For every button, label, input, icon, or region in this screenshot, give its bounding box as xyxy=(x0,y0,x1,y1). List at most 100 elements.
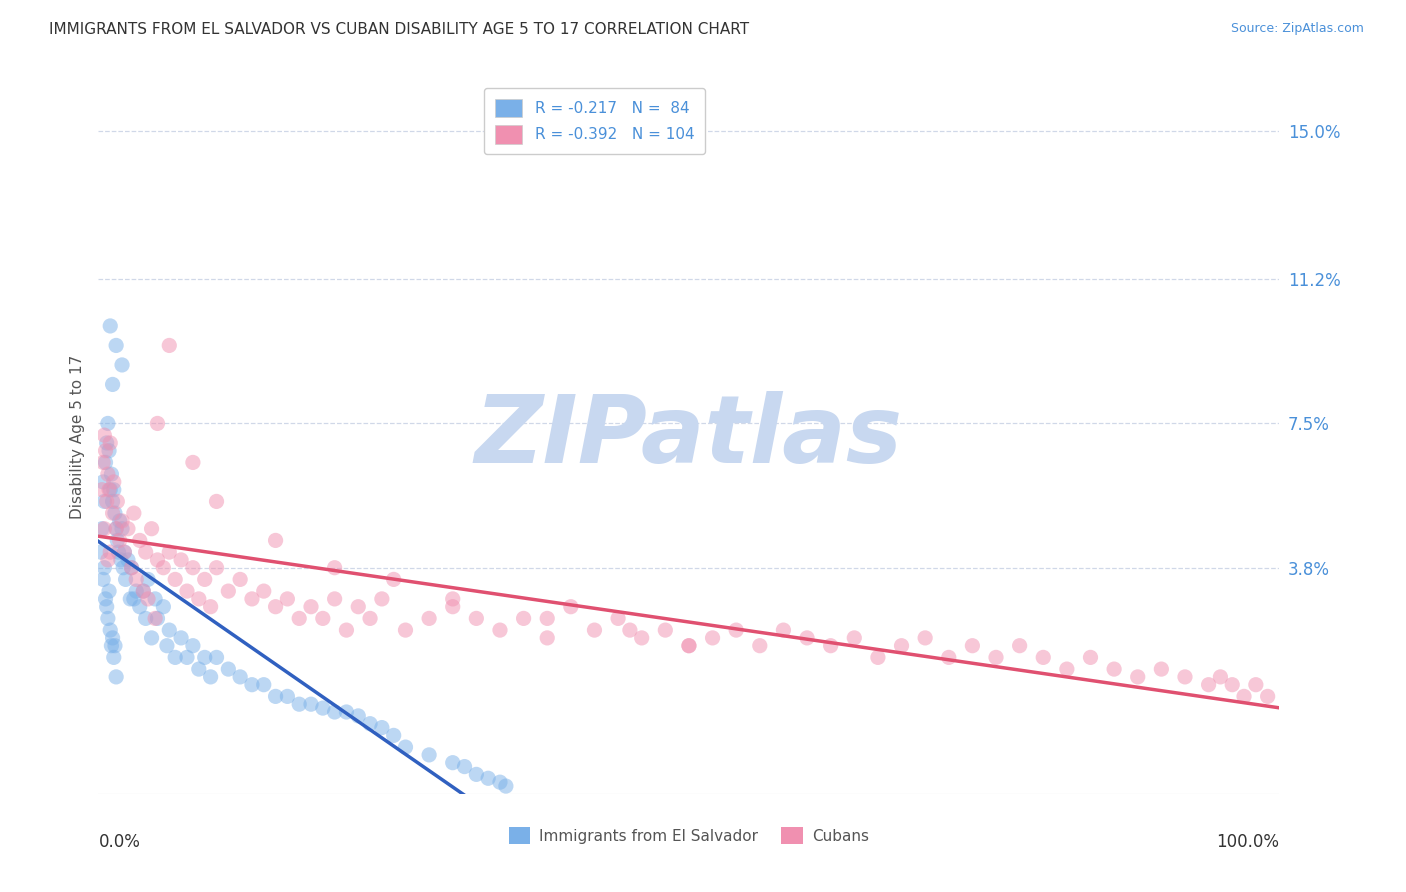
Point xyxy=(288,697,311,711)
Point xyxy=(94,443,117,458)
Point xyxy=(181,560,204,574)
Point xyxy=(217,584,239,599)
Point xyxy=(619,623,641,637)
Point xyxy=(229,573,252,587)
Point xyxy=(128,599,150,614)
Point xyxy=(141,522,163,536)
Point xyxy=(323,591,346,606)
Point xyxy=(105,338,128,352)
Point xyxy=(98,584,121,599)
Point xyxy=(98,318,121,333)
Point xyxy=(702,631,724,645)
Point xyxy=(125,584,148,599)
Point xyxy=(654,623,676,637)
Point xyxy=(98,483,121,497)
Point xyxy=(678,639,700,653)
Point xyxy=(359,716,381,731)
Point xyxy=(441,591,464,606)
Point xyxy=(1102,662,1125,676)
Point xyxy=(441,756,464,770)
Point xyxy=(1126,670,1149,684)
Point xyxy=(1257,690,1279,704)
Point xyxy=(240,678,263,692)
Point xyxy=(181,455,204,469)
Point xyxy=(135,545,157,559)
Point xyxy=(359,611,381,625)
Point xyxy=(105,670,128,684)
Point xyxy=(1209,670,1232,684)
Point xyxy=(371,591,394,606)
Point xyxy=(108,514,131,528)
Point xyxy=(157,623,180,637)
Point xyxy=(1233,690,1256,704)
Point xyxy=(136,591,159,606)
Point xyxy=(111,358,134,372)
Point xyxy=(146,553,169,567)
Point xyxy=(844,631,866,645)
Point xyxy=(477,772,499,786)
Point xyxy=(97,467,120,482)
Point xyxy=(121,560,143,574)
Point xyxy=(143,591,166,606)
Point xyxy=(394,740,416,755)
Point xyxy=(101,631,124,645)
Point xyxy=(121,560,143,574)
Point xyxy=(205,650,228,665)
Point xyxy=(382,573,405,587)
Point xyxy=(152,599,174,614)
Point xyxy=(114,573,136,587)
Point xyxy=(418,747,440,762)
Point xyxy=(820,639,842,653)
Point xyxy=(91,573,114,587)
Point xyxy=(112,545,135,559)
Point xyxy=(91,483,114,497)
Point xyxy=(111,522,134,536)
Point xyxy=(962,639,984,653)
Text: IMMIGRANTS FROM EL SALVADOR VS CUBAN DISABILITY AGE 5 TO 17 CORRELATION CHART: IMMIGRANTS FROM EL SALVADOR VS CUBAN DIS… xyxy=(49,22,749,37)
Point xyxy=(465,767,488,781)
Point xyxy=(112,545,135,559)
Point xyxy=(157,545,180,559)
Point xyxy=(725,623,748,637)
Point xyxy=(110,553,132,567)
Point xyxy=(264,599,287,614)
Point xyxy=(98,623,121,637)
Point xyxy=(323,705,346,719)
Point xyxy=(205,560,228,574)
Point xyxy=(152,560,174,574)
Legend: Immigrants from El Salvador, Cubans: Immigrants from El Salvador, Cubans xyxy=(503,821,875,850)
Point xyxy=(560,599,582,614)
Point xyxy=(253,678,276,692)
Point xyxy=(187,591,209,606)
Point xyxy=(176,650,198,665)
Point xyxy=(105,533,128,548)
Point xyxy=(94,591,117,606)
Point xyxy=(98,545,121,559)
Point xyxy=(678,639,700,653)
Point xyxy=(536,631,558,645)
Point xyxy=(264,690,287,704)
Point xyxy=(96,494,118,508)
Point xyxy=(107,545,129,559)
Point xyxy=(132,584,155,599)
Point xyxy=(1032,650,1054,665)
Point xyxy=(117,522,139,536)
Point xyxy=(264,533,287,548)
Point xyxy=(91,455,114,469)
Point xyxy=(382,728,405,742)
Point xyxy=(100,639,122,653)
Point xyxy=(1080,650,1102,665)
Point xyxy=(1220,678,1243,692)
Point xyxy=(96,436,118,450)
Point xyxy=(890,639,912,653)
Point xyxy=(97,611,120,625)
Point xyxy=(347,709,370,723)
Point xyxy=(240,591,263,606)
Point xyxy=(465,611,488,625)
Point xyxy=(98,443,121,458)
Point xyxy=(98,483,121,497)
Point xyxy=(136,573,159,587)
Point xyxy=(104,639,127,653)
Text: 0.0%: 0.0% xyxy=(98,833,141,851)
Point xyxy=(170,553,193,567)
